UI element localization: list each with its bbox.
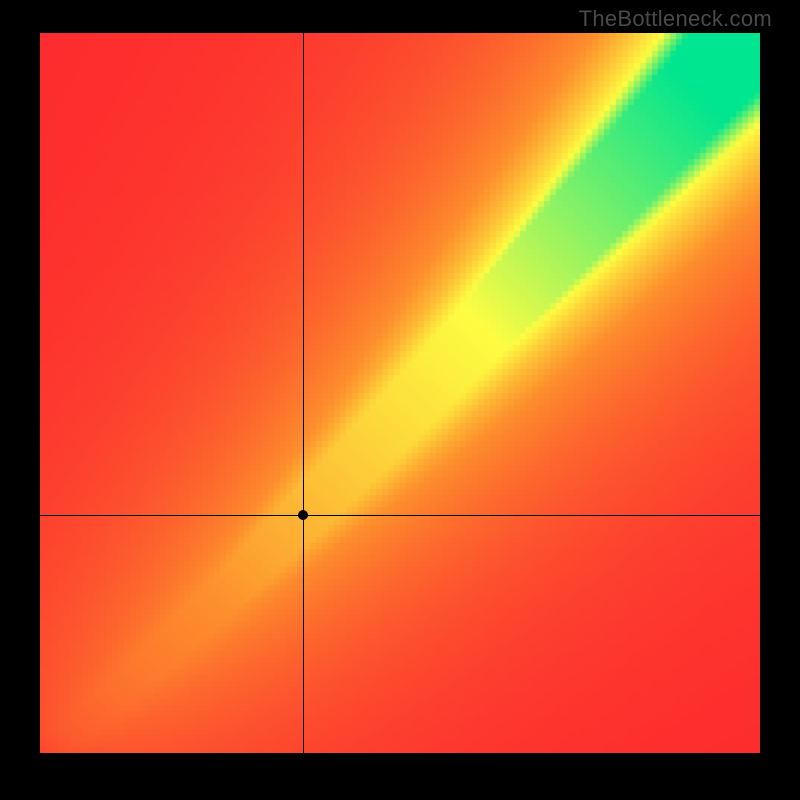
crosshair-horizontal — [40, 515, 760, 516]
selected-point-marker — [298, 510, 308, 520]
watermark-text: TheBottleneck.com — [579, 6, 772, 32]
heatmap-plot — [40, 33, 760, 753]
crosshair-vertical — [303, 33, 304, 753]
heatmap-canvas — [40, 33, 760, 753]
